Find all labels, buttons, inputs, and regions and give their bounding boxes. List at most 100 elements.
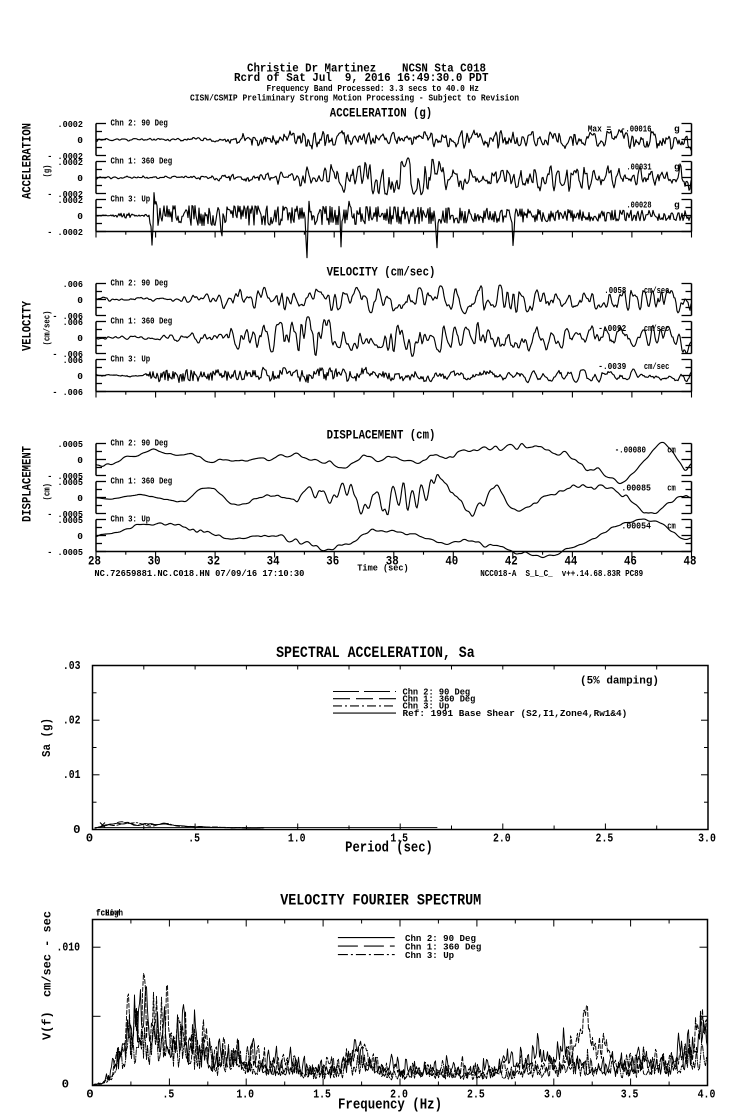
svg-text:Chn 3: Up: Chn 3: Up bbox=[111, 354, 151, 365]
svg-text:Rcrd of Sat Jul 9, 2016 16:49: Rcrd of Sat Jul 9, 2016 16:49:30.0 PDT bbox=[234, 71, 489, 85]
svg-text:NC.72659881.NC.C018.HN 07/09/1: NC.72659881.NC.C018.HN 07/09/16 17:10:30 bbox=[94, 568, 304, 579]
svg-text:.0002: .0002 bbox=[58, 157, 84, 168]
svg-text:3.0: 3.0 bbox=[698, 832, 716, 846]
svg-text:0: 0 bbox=[77, 333, 83, 344]
svg-text:Time (sec): Time (sec) bbox=[357, 563, 408, 574]
svg-text:Chn 2: 90 Deg: Chn 2: 90 Deg bbox=[111, 118, 169, 129]
svg-text:cm/sec: cm/sec bbox=[644, 285, 670, 296]
svg-text:46: 46 bbox=[624, 554, 637, 569]
svg-text:.010: .010 bbox=[57, 941, 81, 955]
svg-text:NCC018-A S_L_C_ v++.14.68.83: NCC018-A S_L_C_ v++.14.68.83R PC89 bbox=[480, 568, 643, 579]
svg-text:Chn 3: Up: Chn 3: Up bbox=[405, 951, 454, 961]
svg-text:.00054: .00054 bbox=[621, 521, 651, 532]
svg-text:.006: .006 bbox=[63, 355, 84, 366]
svg-text:- .0002: - .0002 bbox=[47, 189, 83, 200]
svg-text:cm: cm bbox=[667, 483, 676, 494]
svg-text:4.0: 4.0 bbox=[698, 1088, 716, 1102]
svg-text:Chn 1: 360 Deg: Chn 1: 360 Deg bbox=[403, 695, 476, 705]
svg-text:Chn 2: 90 Deg: Chn 2: 90 Deg bbox=[111, 438, 169, 449]
svg-text:40: 40 bbox=[445, 554, 458, 569]
svg-text:Chn 1: 360 Deg: Chn 1: 360 Deg bbox=[405, 942, 481, 952]
svg-text:.0002: .0002 bbox=[58, 195, 84, 206]
svg-text:.0058: .0058 bbox=[604, 285, 626, 296]
svg-text:CISN/CSMIP Preliminary Strong: CISN/CSMIP Preliminary Strong Motion Pro… bbox=[190, 94, 519, 104]
svg-text:0: 0 bbox=[86, 1088, 93, 1102]
svg-text:42: 42 bbox=[505, 554, 518, 569]
svg-text:g: g bbox=[674, 124, 680, 135]
svg-text:- .006: - .006 bbox=[52, 387, 83, 398]
svg-text:3.5: 3.5 bbox=[621, 1088, 639, 1102]
svg-text:48: 48 bbox=[684, 554, 697, 569]
svg-text:Ref: 1991 Base Shear (S2,I1,Zo: Ref: 1991 Base Shear (S2,I1,Zone4,Rw1&4) bbox=[403, 709, 628, 719]
svg-text:0: 0 bbox=[77, 531, 83, 542]
svg-text:- .0002: - .0002 bbox=[47, 151, 83, 162]
svg-text:Chn 1: 360 Deg: Chn 1: 360 Deg bbox=[111, 156, 173, 167]
svg-text:.03: .03 bbox=[63, 659, 81, 673]
svg-text:0: 0 bbox=[77, 455, 83, 466]
svg-text:(cm): (cm) bbox=[43, 483, 53, 501]
svg-text:1.5: 1.5 bbox=[313, 1088, 331, 1102]
svg-text:1.5: 1.5 bbox=[390, 832, 408, 846]
svg-text:0: 0 bbox=[77, 493, 83, 504]
svg-text:- .006: - .006 bbox=[52, 311, 83, 322]
svg-text:1.0: 1.0 bbox=[288, 832, 306, 846]
svg-text:Christie Dr Martinez NCSN S: Christie Dr Martinez NCSN Sta C018 bbox=[247, 62, 486, 76]
svg-text:0: 0 bbox=[73, 823, 80, 837]
svg-text:- .0005: - .0005 bbox=[47, 547, 83, 558]
svg-text:38: 38 bbox=[386, 554, 399, 569]
svg-text:SPECTRAL ACCELERATION, Sa: SPECTRAL ACCELERATION, Sa bbox=[276, 644, 475, 662]
svg-text:fcLow: fcLow bbox=[96, 909, 120, 919]
svg-text:Chn 3: Up: Chn 3: Up bbox=[403, 702, 450, 712]
svg-text:- .0005: - .0005 bbox=[47, 471, 83, 482]
svg-text:.0005: .0005 bbox=[58, 477, 84, 488]
svg-text:28: 28 bbox=[88, 554, 101, 569]
svg-text:2.0: 2.0 bbox=[390, 1088, 408, 1102]
svg-text:32: 32 bbox=[207, 554, 220, 569]
svg-text:2.5: 2.5 bbox=[467, 1088, 485, 1102]
svg-text:-.0039: -.0039 bbox=[598, 361, 626, 372]
svg-text:Chn 3: Up: Chn 3: Up bbox=[111, 194, 151, 205]
svg-text:.5: .5 bbox=[163, 1088, 175, 1102]
svg-text:Chn 3: Up: Chn 3: Up bbox=[111, 514, 151, 525]
svg-text:.00085: .00085 bbox=[621, 483, 651, 494]
svg-text:.00028: .00028 bbox=[627, 200, 652, 211]
svg-text:(5% damping): (5% damping) bbox=[580, 675, 659, 687]
svg-text:0: 0 bbox=[77, 295, 83, 306]
svg-text:Chn 1: 360 Deg: Chn 1: 360 Deg bbox=[111, 476, 173, 487]
svg-text:3.0: 3.0 bbox=[544, 1088, 562, 1102]
svg-text:Period (sec): Period (sec) bbox=[345, 840, 433, 857]
svg-text:Chn 2: 90 Deg: Chn 2: 90 Deg bbox=[405, 934, 476, 944]
svg-text:-.00016: -.00016 bbox=[621, 124, 652, 135]
svg-text:Chn 2: 90 Deg: Chn 2: 90 Deg bbox=[403, 687, 471, 697]
svg-text:fcHigh: fcHigh bbox=[96, 909, 123, 919]
svg-text:g: g bbox=[674, 200, 680, 211]
svg-text:(cm/sec): (cm/sec) bbox=[43, 311, 53, 346]
svg-text:(g): (g) bbox=[43, 165, 53, 178]
svg-text:V(f) cm/sec - sec: V(f) cm/sec - sec bbox=[41, 911, 55, 1040]
svg-text:0: 0 bbox=[77, 211, 83, 222]
svg-text:0: 0 bbox=[77, 135, 83, 146]
svg-text:DISPLACEMENT: DISPLACEMENT bbox=[21, 446, 35, 522]
svg-text:44: 44 bbox=[564, 554, 577, 569]
svg-text:0: 0 bbox=[77, 173, 83, 184]
svg-text:0: 0 bbox=[62, 1078, 69, 1092]
svg-text:- .006: - .006 bbox=[52, 349, 83, 360]
svg-text:30: 30 bbox=[148, 554, 161, 569]
svg-text:VELOCITY (cm/sec): VELOCITY (cm/sec) bbox=[327, 265, 436, 280]
svg-text:.0005: .0005 bbox=[58, 515, 84, 526]
svg-text:VELOCITY FOURIER SPECTRUM: VELOCITY FOURIER SPECTRUM bbox=[280, 892, 481, 910]
svg-text:-.00080: -.00080 bbox=[615, 445, 647, 456]
svg-text:36: 36 bbox=[326, 554, 339, 569]
svg-text:1.0: 1.0 bbox=[236, 1088, 254, 1102]
svg-text:-.0092: -.0092 bbox=[598, 323, 626, 334]
svg-text:34: 34 bbox=[267, 554, 280, 569]
svg-text:Sa (g): Sa (g) bbox=[40, 718, 54, 757]
svg-text:cm/sec: cm/sec bbox=[644, 323, 670, 334]
svg-text:cm/sec: cm/sec bbox=[644, 361, 670, 372]
svg-text:ACCELERATION (g): ACCELERATION (g) bbox=[330, 106, 432, 121]
svg-text:.00031: .00031 bbox=[627, 162, 652, 173]
svg-text:Frequency Band Processed: 3.3: Frequency Band Processed: 3.3 secs to 40… bbox=[267, 84, 480, 94]
svg-text:2.5: 2.5 bbox=[596, 832, 614, 846]
svg-text:g: g bbox=[674, 162, 680, 173]
svg-text:.0005: .0005 bbox=[58, 439, 84, 450]
